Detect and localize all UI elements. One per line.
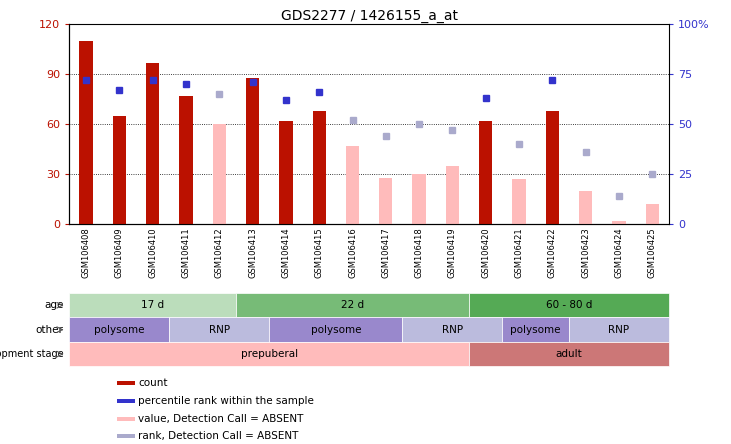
Bar [269, 317, 403, 342]
Text: polysome: polysome [510, 325, 561, 335]
Bar [446, 166, 459, 224]
Text: GSM106417: GSM106417 [382, 228, 390, 278]
Bar [379, 178, 393, 224]
Text: polysome: polysome [311, 325, 361, 335]
Text: GSM106409: GSM106409 [115, 228, 124, 278]
Text: GSM106425: GSM106425 [648, 228, 656, 278]
Text: value, Detection Call = ABSENT: value, Detection Call = ABSENT [138, 414, 304, 424]
Text: 22 d: 22 d [341, 300, 364, 310]
Bar [146, 63, 159, 224]
Bar [479, 121, 493, 224]
Text: GSM106423: GSM106423 [581, 228, 590, 278]
Bar [569, 317, 669, 342]
Text: polysome: polysome [94, 325, 145, 335]
Bar [502, 317, 569, 342]
Text: GSM106420: GSM106420 [481, 228, 491, 278]
Bar [512, 179, 526, 224]
Bar [246, 78, 260, 224]
Bar [313, 111, 326, 224]
Text: GSM106419: GSM106419 [448, 228, 457, 278]
Bar [179, 96, 193, 224]
Text: GSM106418: GSM106418 [414, 228, 423, 278]
Bar [469, 293, 669, 317]
Bar [213, 124, 226, 224]
Bar [469, 342, 669, 366]
Text: RNP: RNP [442, 325, 463, 335]
Text: GSM106412: GSM106412 [215, 228, 224, 278]
Text: RNP: RNP [608, 325, 629, 335]
Text: prepuberal: prepuberal [240, 349, 298, 359]
Bar [579, 191, 592, 224]
Text: GSM106421: GSM106421 [515, 228, 523, 278]
Text: 60 - 80 d: 60 - 80 d [546, 300, 592, 310]
Text: age: age [44, 300, 64, 310]
Text: GSM106408: GSM106408 [82, 228, 91, 278]
Text: GSM106414: GSM106414 [281, 228, 290, 278]
Text: RNP: RNP [209, 325, 230, 335]
Text: GSM106422: GSM106422 [548, 228, 557, 278]
Text: GSM106411: GSM106411 [181, 228, 191, 278]
Bar [69, 342, 469, 366]
Text: GSM106416: GSM106416 [348, 228, 357, 278]
Bar [236, 293, 469, 317]
Bar [346, 146, 359, 224]
Text: count: count [138, 377, 168, 388]
Bar [80, 41, 93, 224]
Bar [403, 317, 502, 342]
Bar [118, 399, 135, 403]
Bar [412, 174, 425, 224]
Text: 17 d: 17 d [141, 300, 164, 310]
Bar [113, 116, 126, 224]
Text: GSM106413: GSM106413 [248, 228, 257, 278]
Bar [645, 204, 659, 224]
Bar [69, 293, 236, 317]
Text: other: other [36, 325, 64, 335]
Bar [118, 381, 135, 385]
Text: percentile rank within the sample: percentile rank within the sample [138, 396, 314, 406]
Bar [613, 221, 626, 224]
Bar [279, 121, 292, 224]
Text: GSM106410: GSM106410 [148, 228, 157, 278]
Text: rank, Detection Call = ABSENT: rank, Detection Call = ABSENT [138, 431, 299, 441]
Bar [545, 111, 559, 224]
Text: adult: adult [556, 349, 583, 359]
Bar [118, 434, 135, 438]
Bar [118, 417, 135, 421]
Text: GSM106424: GSM106424 [615, 228, 624, 278]
Text: development stage: development stage [0, 349, 64, 359]
Text: GSM106415: GSM106415 [315, 228, 324, 278]
Bar [170, 317, 269, 342]
Title: GDS2277 / 1426155_a_at: GDS2277 / 1426155_a_at [281, 9, 458, 24]
Bar [69, 317, 170, 342]
